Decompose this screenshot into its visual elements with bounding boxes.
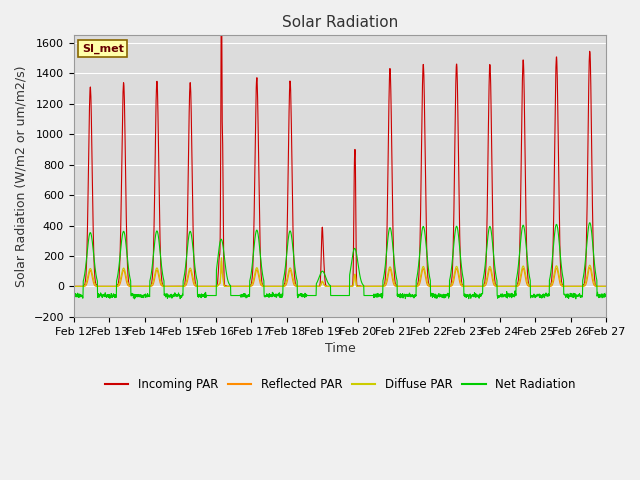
Incoming PAR [602,284,610,289]
Incoming PAR [595,284,603,289]
Incoming PAR [123,247,131,252]
Net Radiation [123,251,131,257]
X-axis label: Time: Time [324,342,355,355]
Incoming PAR [238,284,246,289]
Diffuse PAR [70,284,77,289]
Diffuse PAR [602,284,610,289]
Net Radiation [70,290,77,296]
Reflected PAR [500,284,508,289]
Reflected PAR [602,284,610,289]
Net Radiation [372,292,380,298]
Legend: Incoming PAR, Reflected PAR, Diffuse PAR, Net Radiation: Incoming PAR, Reflected PAR, Diffuse PAR… [100,373,580,396]
Diffuse PAR [218,255,225,261]
Line: Diffuse PAR: Diffuse PAR [74,258,606,287]
Net Radiation [500,292,508,298]
Line: Net Radiation: Net Radiation [74,223,606,299]
Reflected PAR [123,281,131,287]
Net Radiation [595,292,603,298]
Reflected PAR [218,258,225,264]
Diffuse PAR [500,284,508,289]
Reflected PAR [531,284,538,289]
Reflected PAR [238,284,246,289]
Reflected PAR [372,284,380,289]
Net Radiation [131,296,138,302]
Line: Reflected PAR: Reflected PAR [74,261,606,287]
Diffuse PAR [372,284,380,289]
Net Radiation [531,293,538,299]
Diffuse PAR [531,284,538,289]
Reflected PAR [595,284,603,289]
Net Radiation [238,291,246,297]
Reflected PAR [70,284,77,289]
Text: SI_met: SI_met [82,44,124,54]
Diffuse PAR [123,277,131,283]
Incoming PAR [531,284,538,289]
Incoming PAR [372,284,380,289]
Title: Solar Radiation: Solar Radiation [282,15,398,30]
Incoming PAR [500,284,508,289]
Net Radiation [586,220,593,226]
Line: Incoming PAR: Incoming PAR [74,0,606,287]
Diffuse PAR [595,284,603,289]
Diffuse PAR [238,284,246,289]
Net Radiation [602,290,610,296]
Incoming PAR [70,284,77,289]
Y-axis label: Solar Radiation (W/m2 or um/m2/s): Solar Radiation (W/m2 or um/m2/s) [15,65,28,287]
